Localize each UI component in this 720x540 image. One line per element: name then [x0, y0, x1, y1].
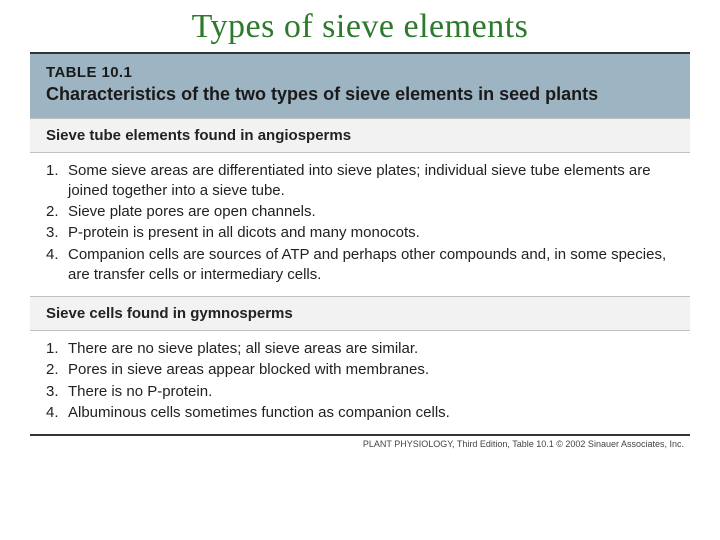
list-item: There is no P-protein. [46, 382, 674, 402]
list-item: Albuminous cells sometimes function as c… [46, 403, 674, 423]
list-item: Companion cells are sources of ATP and p… [46, 245, 674, 286]
table-header: TABLE 10.1 Characteristics of the two ty… [30, 54, 690, 118]
list-item: There are no sieve plates; all sieve are… [46, 339, 674, 359]
table-number: TABLE 10.1 [46, 64, 674, 81]
list-item: Sieve plate pores are open channels. [46, 202, 674, 222]
section-heading-gymnosperms: Sieve cells found in gymnosperms [30, 296, 690, 330]
section-heading-angiosperms: Sieve tube elements found in angiosperms [30, 118, 690, 152]
list-item: P-protein is present in all dicots and m… [46, 223, 674, 243]
credit-line: PLANT PHYSIOLOGY, Third Edition, Table 1… [0, 436, 720, 449]
list-item: Some sieve areas are differentiated into… [46, 161, 674, 202]
slide-title: Types of sieve elements [0, 0, 720, 52]
table-caption: Characteristics of the two types of siev… [46, 83, 674, 106]
section-body-angiosperms: Some sieve areas are differentiated into… [30, 152, 690, 297]
section-body-gymnosperms: There are no sieve plates; all sieve are… [30, 330, 690, 434]
list-item: Pores in sieve areas appear blocked with… [46, 360, 674, 380]
table-container: TABLE 10.1 Characteristics of the two ty… [30, 52, 690, 434]
